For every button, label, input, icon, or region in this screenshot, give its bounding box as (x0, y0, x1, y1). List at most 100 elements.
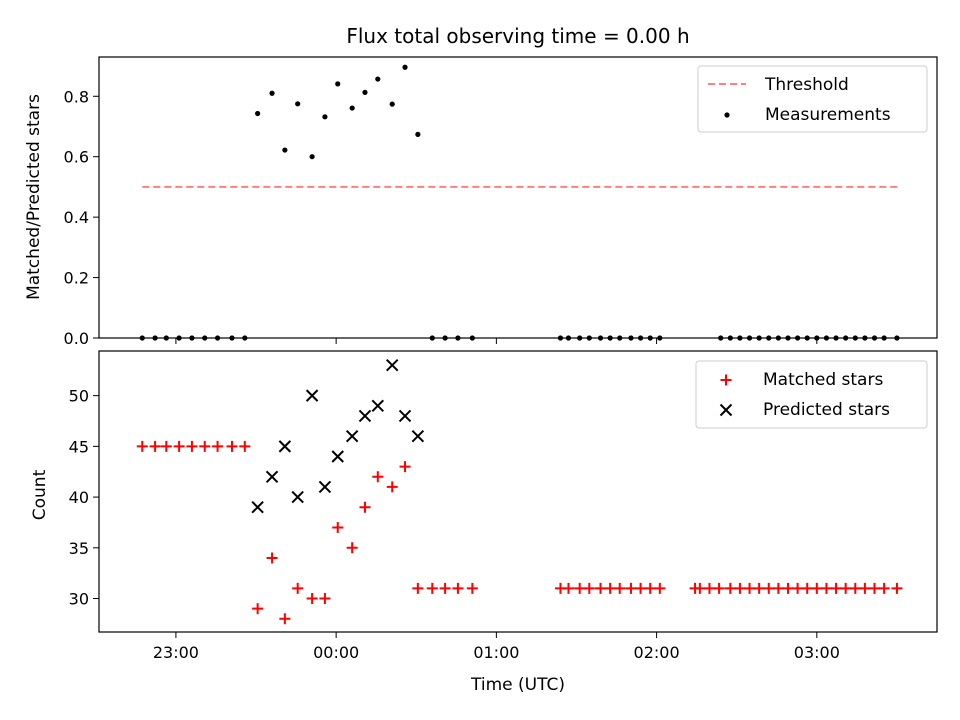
matched-stars-point (439, 582, 451, 594)
measurement-point (785, 335, 791, 341)
measurement-point (469, 335, 475, 341)
ratio-y-axis: 0.0 0.2 0.4 0.6 0.8 (64, 87, 99, 348)
matched-stars-point (136, 440, 148, 452)
ratio-panel: 0.00.20.40.60.8 Matched/Predicted stars … (24, 56, 938, 348)
matched-stars-point (212, 440, 224, 452)
measurement-point (335, 81, 341, 87)
predicted-stars-point (358, 409, 372, 423)
measurement-point (565, 335, 572, 341)
matched-stars-point (782, 582, 794, 594)
x-tick-label: 01:00 (473, 643, 519, 662)
matched-stars-point (625, 582, 637, 594)
matched-stars-point (173, 440, 185, 452)
measurement-point (455, 335, 461, 341)
matched-stars-point (859, 582, 871, 594)
ratio-legend: Threshold Measurements (697, 65, 928, 133)
measurement-point (833, 335, 839, 341)
ratio-y-tick-label: 0.8 (64, 87, 89, 106)
measurement-point (442, 335, 448, 341)
matched-stars-point (878, 582, 890, 594)
legend-predicted-label: Predicted stars (763, 400, 890, 420)
measurement-point (823, 335, 830, 341)
matched-stars-point (644, 582, 656, 594)
matched-stars-point (869, 582, 881, 594)
matched-stars-point (792, 582, 804, 594)
matched-stars-point (654, 582, 666, 594)
matched-stars-point (346, 542, 358, 554)
matched-stars-point (562, 582, 574, 594)
matched-stars-point (744, 582, 756, 594)
ratio-legend-box (697, 65, 928, 133)
measurement-point (389, 101, 395, 107)
matched-stars-point (160, 440, 172, 452)
measurement-point (362, 89, 368, 95)
matched-stars-point (849, 582, 861, 594)
legend-predicted-swatch (719, 403, 733, 417)
count-y-axis-title: Count (30, 469, 50, 520)
matched-stars-point (574, 582, 586, 594)
matched-stars-point (292, 582, 304, 594)
measurement-point (375, 76, 381, 82)
predicted-stars-point (265, 470, 279, 483)
measurement-point (415, 131, 421, 137)
measurement-point (269, 90, 275, 96)
matched-stars-point (604, 582, 616, 594)
matched-stars-point (372, 471, 384, 483)
x-tick-label: 00:00 (313, 643, 359, 662)
predicted-stars-point (398, 409, 412, 423)
matched-stars-point (149, 440, 161, 452)
ratio-y-tick-label: 0.6 (64, 148, 89, 167)
predicted-stars-point (305, 389, 319, 402)
measurement-point (577, 335, 583, 341)
count-x-axis: 23:00 00:00 01:00 02:00 03:00 (153, 632, 840, 662)
measurement-point (242, 335, 248, 341)
x-axis-title: Time (UTC) (470, 675, 565, 695)
measurement-point (607, 335, 613, 341)
measurement-point (309, 154, 315, 160)
measurement-point (852, 335, 858, 341)
measurement-point (814, 335, 820, 341)
measurement-point (766, 335, 772, 341)
matched-stars-point (713, 582, 725, 594)
matched-stars-point (199, 440, 211, 452)
measurement-point (881, 335, 887, 341)
x-tick-label: 03:00 (794, 643, 840, 662)
measurement-point (804, 335, 810, 341)
measurement-point (617, 335, 623, 341)
ratio-y-axis-title: Matched/Predicted stars (24, 94, 44, 300)
ratio-plot-area (139, 64, 900, 341)
matched-stars-point (830, 582, 842, 594)
ratio-y-tick-label: 0.2 (64, 269, 89, 288)
measurement-point (657, 335, 663, 341)
measurement-point (871, 335, 878, 341)
predicted-stars-point (411, 430, 425, 443)
matched-stars-point (703, 582, 715, 594)
measurement-point (727, 335, 733, 341)
measurement-point (795, 335, 801, 341)
measurement-point (718, 335, 724, 341)
measurement-point (176, 335, 182, 341)
count-y-tick-label: 30 (69, 590, 89, 609)
measurement-point (255, 110, 261, 117)
legend-threshold-label: Threshold (764, 75, 849, 95)
count-legend-box (695, 360, 928, 429)
matched-stars-point (412, 582, 424, 594)
predicted-stars-point (345, 430, 359, 443)
measurement-point (214, 335, 221, 341)
count-plot-area (136, 358, 903, 625)
measurement-point (843, 335, 849, 341)
measurement-point (322, 114, 328, 120)
count-y-tick-label: 45 (69, 437, 89, 456)
measurement-point (737, 335, 743, 341)
legend-matched-label: Matched stars (763, 370, 883, 390)
matched-stars-point (226, 440, 238, 452)
matched-stars-point (252, 603, 264, 615)
count-y-tick-label: 35 (69, 539, 89, 558)
matched-stars-point (635, 582, 647, 594)
matched-stars-point (319, 593, 331, 605)
measurement-point (775, 335, 781, 341)
count-y-tick-label: 50 (69, 387, 89, 406)
matched-stars-point (595, 582, 607, 594)
x-tick-label: 23:00 (153, 643, 199, 662)
